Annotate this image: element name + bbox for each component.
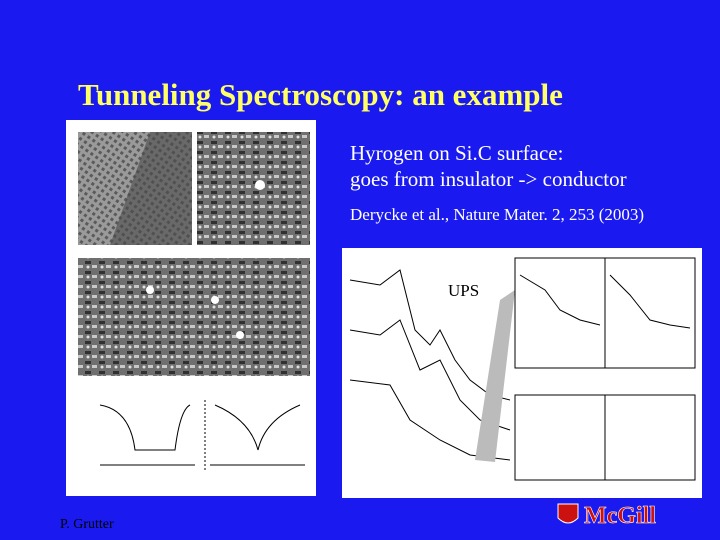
slide-title: Tunneling Spectroscopy: an example bbox=[78, 77, 563, 112]
ups-figure bbox=[342, 248, 702, 498]
logo-shield bbox=[557, 503, 579, 524]
body-line: goes from insulator -> conductor bbox=[350, 167, 627, 191]
figure-label: UPS bbox=[448, 281, 479, 300]
stm-figure bbox=[66, 120, 316, 496]
body-line: Hyrogen on Si.C surface: bbox=[350, 141, 563, 165]
logo: McGill bbox=[584, 503, 656, 529]
reference: Derycke et al., Nature Mater. 2, 253 (20… bbox=[350, 205, 644, 224]
footer: P. Grutter bbox=[60, 517, 114, 532]
